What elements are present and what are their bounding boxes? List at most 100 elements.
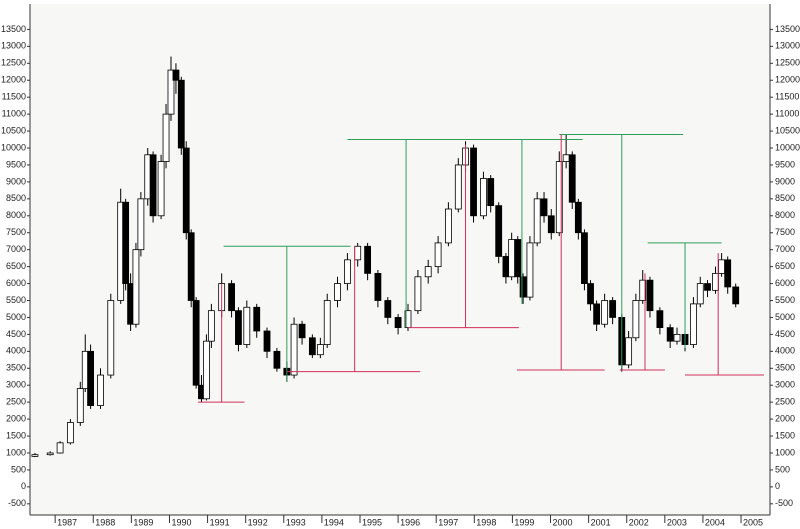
y-tick-label-right: 9000 — [775, 176, 795, 186]
y-tick-label-left: 11500 — [2, 92, 26, 102]
candle-body — [149, 154, 157, 217]
x-tick-label: 1993 — [286, 517, 306, 527]
candle-body — [487, 178, 495, 207]
x-tick-label: 1989 — [133, 517, 153, 527]
candle-body — [107, 300, 115, 376]
y-tick-label-right: 5000 — [775, 312, 795, 322]
candle-body — [76, 388, 84, 423]
x-tick-label: 1999 — [514, 517, 534, 527]
candle-body — [334, 283, 341, 301]
y-tick-label-left: 6500 — [6, 261, 26, 271]
y-tick-label-left: 4000 — [6, 346, 26, 356]
candle-body — [97, 374, 104, 406]
candle-body — [374, 272, 382, 301]
y-tick-label-left: -500 — [8, 498, 26, 508]
y-tick-label-right: 1500 — [775, 430, 795, 440]
x-tick-label: 1988 — [95, 517, 115, 527]
x-tick-label: 1998 — [476, 517, 496, 527]
y-tick-label-left: 1500 — [6, 430, 26, 440]
y-tick-label-left: 500 — [11, 464, 26, 474]
candle-body — [562, 154, 570, 162]
candle-body — [568, 154, 576, 203]
y-tick-label-left: 0 — [21, 481, 26, 491]
candle-body — [364, 245, 372, 274]
candle-body — [243, 306, 251, 345]
y-tick-label-right: 13500 — [775, 24, 800, 34]
candle-body — [690, 303, 697, 345]
candle-body — [718, 259, 726, 274]
candle-body — [323, 300, 331, 345]
x-tick-label: 1990 — [171, 517, 191, 527]
y-tick-label-right: 6000 — [775, 278, 795, 288]
candle-body — [122, 201, 130, 284]
y-tick-label-left: 10000 — [1, 142, 26, 152]
y-tick-label-right: 500 — [775, 464, 790, 474]
y-tick-label-left: 12000 — [1, 75, 26, 85]
candle-body — [444, 208, 452, 244]
candle-body — [162, 113, 170, 162]
y-tick-label-left: 8500 — [6, 193, 26, 203]
y-tick-label-left: 7500 — [6, 227, 26, 237]
candle-body — [384, 300, 392, 318]
x-tick-label: 1996 — [400, 517, 420, 527]
x-tick-label: 1987 — [57, 517, 77, 527]
candle-body — [625, 337, 633, 366]
y-tick-label-right: 3500 — [775, 363, 795, 373]
y-tick-label-left: 6000 — [6, 278, 26, 288]
candle-body — [273, 350, 281, 369]
candle-body — [177, 79, 185, 149]
candle-body — [316, 344, 324, 356]
candle-body — [46, 452, 54, 456]
candle-body — [31, 454, 39, 457]
y-tick-label-left: 2500 — [6, 397, 26, 407]
y-tick-label-left: 5500 — [6, 295, 26, 305]
x-tick-label: 2000 — [553, 517, 573, 527]
y-tick-label-left: 13500 — [1, 24, 26, 34]
candle-body — [454, 164, 462, 210]
candle-body — [253, 306, 261, 332]
candle-body — [354, 245, 362, 261]
candle-body — [203, 340, 210, 400]
candle-body — [533, 198, 541, 244]
y-tick-label-right: 4500 — [775, 329, 795, 339]
x-tick-label: 1991 — [210, 517, 230, 527]
candle-body — [593, 303, 601, 325]
y-tick-label-left: 7000 — [6, 244, 26, 254]
candle-body — [157, 161, 165, 217]
candle-body — [137, 198, 145, 251]
plot-area — [30, 4, 770, 515]
candle-body — [712, 272, 719, 291]
x-tick-label: 2004 — [705, 517, 725, 527]
candle-body — [480, 178, 487, 217]
y-tick-label-right: 11500 — [775, 92, 799, 102]
y-tick-label-left: 13000 — [1, 41, 26, 51]
y-tick-label-right: 3000 — [775, 380, 795, 390]
x-tick-label: 1994 — [324, 517, 344, 527]
candle-body — [290, 323, 298, 376]
y-tick-label-left: 9500 — [6, 159, 26, 169]
candle-body — [581, 232, 588, 284]
x-tick-label: 1992 — [248, 517, 268, 527]
candle-body — [724, 259, 732, 288]
y-tick-label-right: 10500 — [775, 125, 800, 135]
y-tick-label-right: 4000 — [775, 346, 795, 356]
candle-body — [172, 69, 180, 81]
candle-body — [639, 279, 647, 301]
y-tick-label-left: 3000 — [6, 380, 26, 390]
candle-body — [666, 327, 674, 342]
y-tick-label-right: 0 — [775, 481, 780, 491]
candle-body — [298, 323, 306, 339]
y-tick-label-left: 9000 — [6, 176, 26, 186]
x-tick-label: 2002 — [629, 517, 649, 527]
candle-body — [344, 259, 351, 284]
candle-body — [308, 337, 316, 356]
candle-body — [547, 215, 555, 234]
y-tick-label-left: 12500 — [1, 58, 26, 68]
y-tick-label-left: 4500 — [6, 329, 26, 339]
candle-body — [502, 256, 510, 278]
y-tick-label-right: 9500 — [775, 159, 795, 169]
candle-body — [414, 276, 422, 312]
candle-body — [514, 239, 522, 278]
candle-body — [66, 422, 74, 444]
